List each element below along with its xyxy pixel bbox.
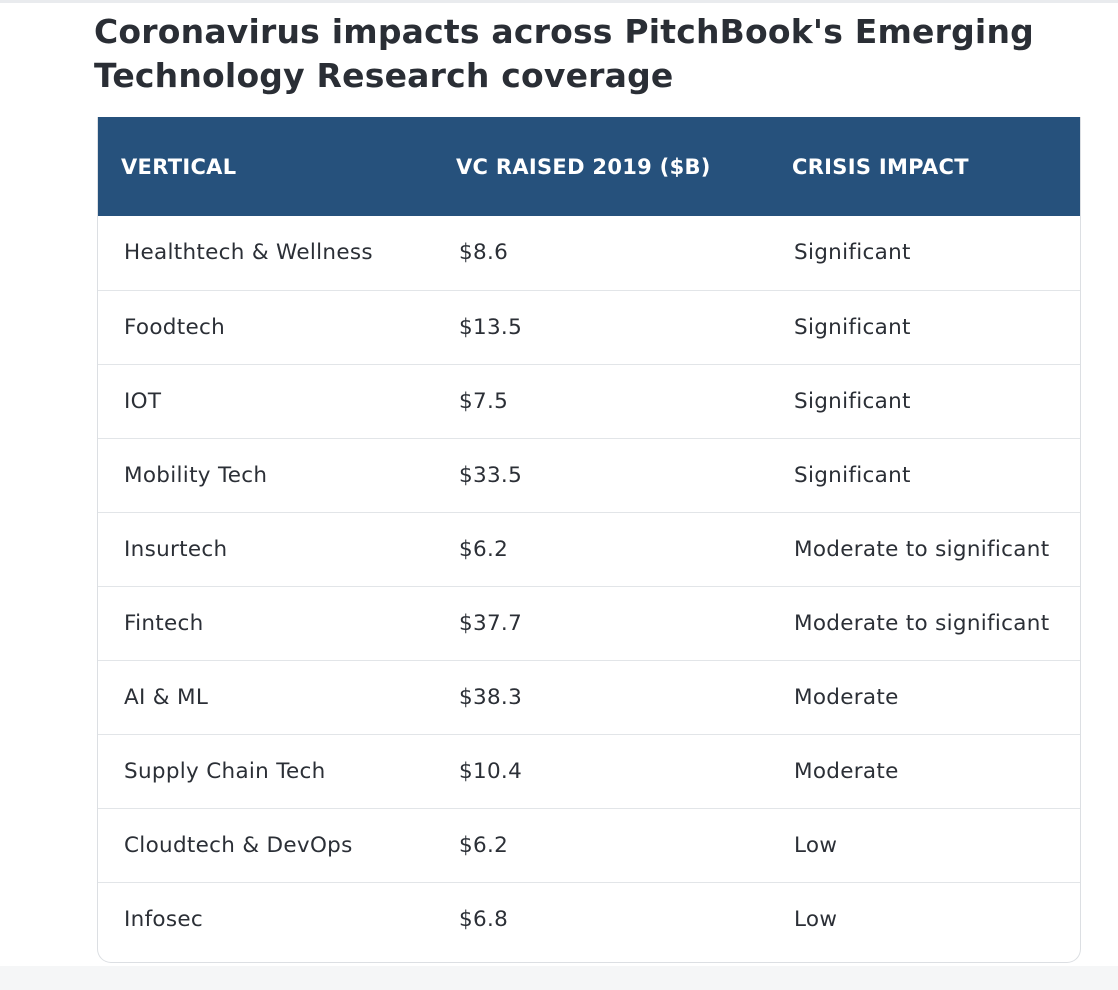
footer-band: [0, 966, 1118, 990]
cell-vertical: Mobility Tech: [124, 462, 268, 488]
cell-vc-raised: $6.2: [459, 536, 509, 562]
cell-crisis-impact: Significant: [794, 462, 911, 488]
data-table: VERTICAL VC RAISED 2019 ($B) CRISIS IMPA…: [97, 117, 1081, 963]
cell-crisis-impact: Moderate to significant: [794, 536, 1050, 562]
cell-vertical: Insurtech: [124, 536, 228, 562]
table-row: Healthtech & Wellness $8.6 Significant: [98, 216, 1080, 290]
table-row: AI & ML $38.3 Moderate: [98, 660, 1080, 734]
cell-vc-raised: $8.6: [459, 240, 509, 265]
header-crisis-impact: CRISIS IMPACT: [792, 154, 969, 179]
table-body: Healthtech & Wellness $8.6 Significant F…: [98, 216, 1080, 956]
cell-vertical: Cloudtech & DevOps: [124, 832, 353, 858]
cell-vertical: Foodtech: [124, 314, 226, 340]
header-vc-raised: VC RAISED 2019 ($B): [456, 154, 711, 179]
table-row: Foodtech $13.5 Significant: [98, 290, 1080, 364]
table-row: Cloudtech & DevOps $6.2 Low: [98, 808, 1080, 882]
cell-vc-raised: $33.5: [459, 462, 523, 488]
cell-crisis-impact: Moderate: [794, 758, 899, 784]
cell-vc-raised: $6.2: [459, 832, 509, 858]
cell-vc-raised: $13.5: [459, 314, 523, 340]
cell-crisis-impact: Significant: [794, 388, 911, 414]
cell-vertical: IOT: [124, 388, 162, 414]
table-row: Insurtech $6.2 Moderate to significant: [98, 512, 1080, 586]
cell-vertical: Fintech: [124, 610, 204, 636]
header-vertical: VERTICAL: [121, 154, 237, 179]
cell-crisis-impact: Significant: [794, 314, 911, 340]
cell-vc-raised: $6.8: [459, 906, 509, 932]
cell-vertical: Supply Chain Tech: [124, 758, 326, 784]
cell-vc-raised: $38.3: [459, 684, 523, 710]
table-row: Infosec $6.8 Low: [98, 882, 1080, 956]
cell-vc-raised: $7.5: [459, 388, 509, 414]
cell-crisis-impact: Low: [794, 832, 838, 858]
table-row: Fintech $37.7 Moderate to significant: [98, 586, 1080, 660]
cell-crisis-impact: Moderate to significant: [794, 610, 1050, 636]
cell-crisis-impact: Moderate: [794, 684, 899, 710]
page-title: Coronavirus impacts across PitchBook's E…: [94, 12, 1034, 95]
table-header: VERTICAL VC RAISED 2019 ($B) CRISIS IMPA…: [98, 117, 1080, 216]
table-row: Supply Chain Tech $10.4 Moderate: [98, 734, 1080, 808]
cell-vertical: AI & ML: [124, 684, 209, 710]
cell-vc-raised: $10.4: [459, 758, 523, 784]
table-row: Mobility Tech $33.5 Significant: [98, 438, 1080, 512]
cell-crisis-impact: Significant: [794, 240, 911, 265]
cell-vertical: Healthtech & Wellness: [124, 240, 373, 265]
top-divider: [0, 0, 1118, 3]
cell-crisis-impact: Low: [794, 906, 838, 932]
cell-vc-raised: $37.7: [459, 610, 523, 636]
cell-vertical: Infosec: [124, 906, 204, 932]
table-row: IOT $7.5 Significant: [98, 364, 1080, 438]
